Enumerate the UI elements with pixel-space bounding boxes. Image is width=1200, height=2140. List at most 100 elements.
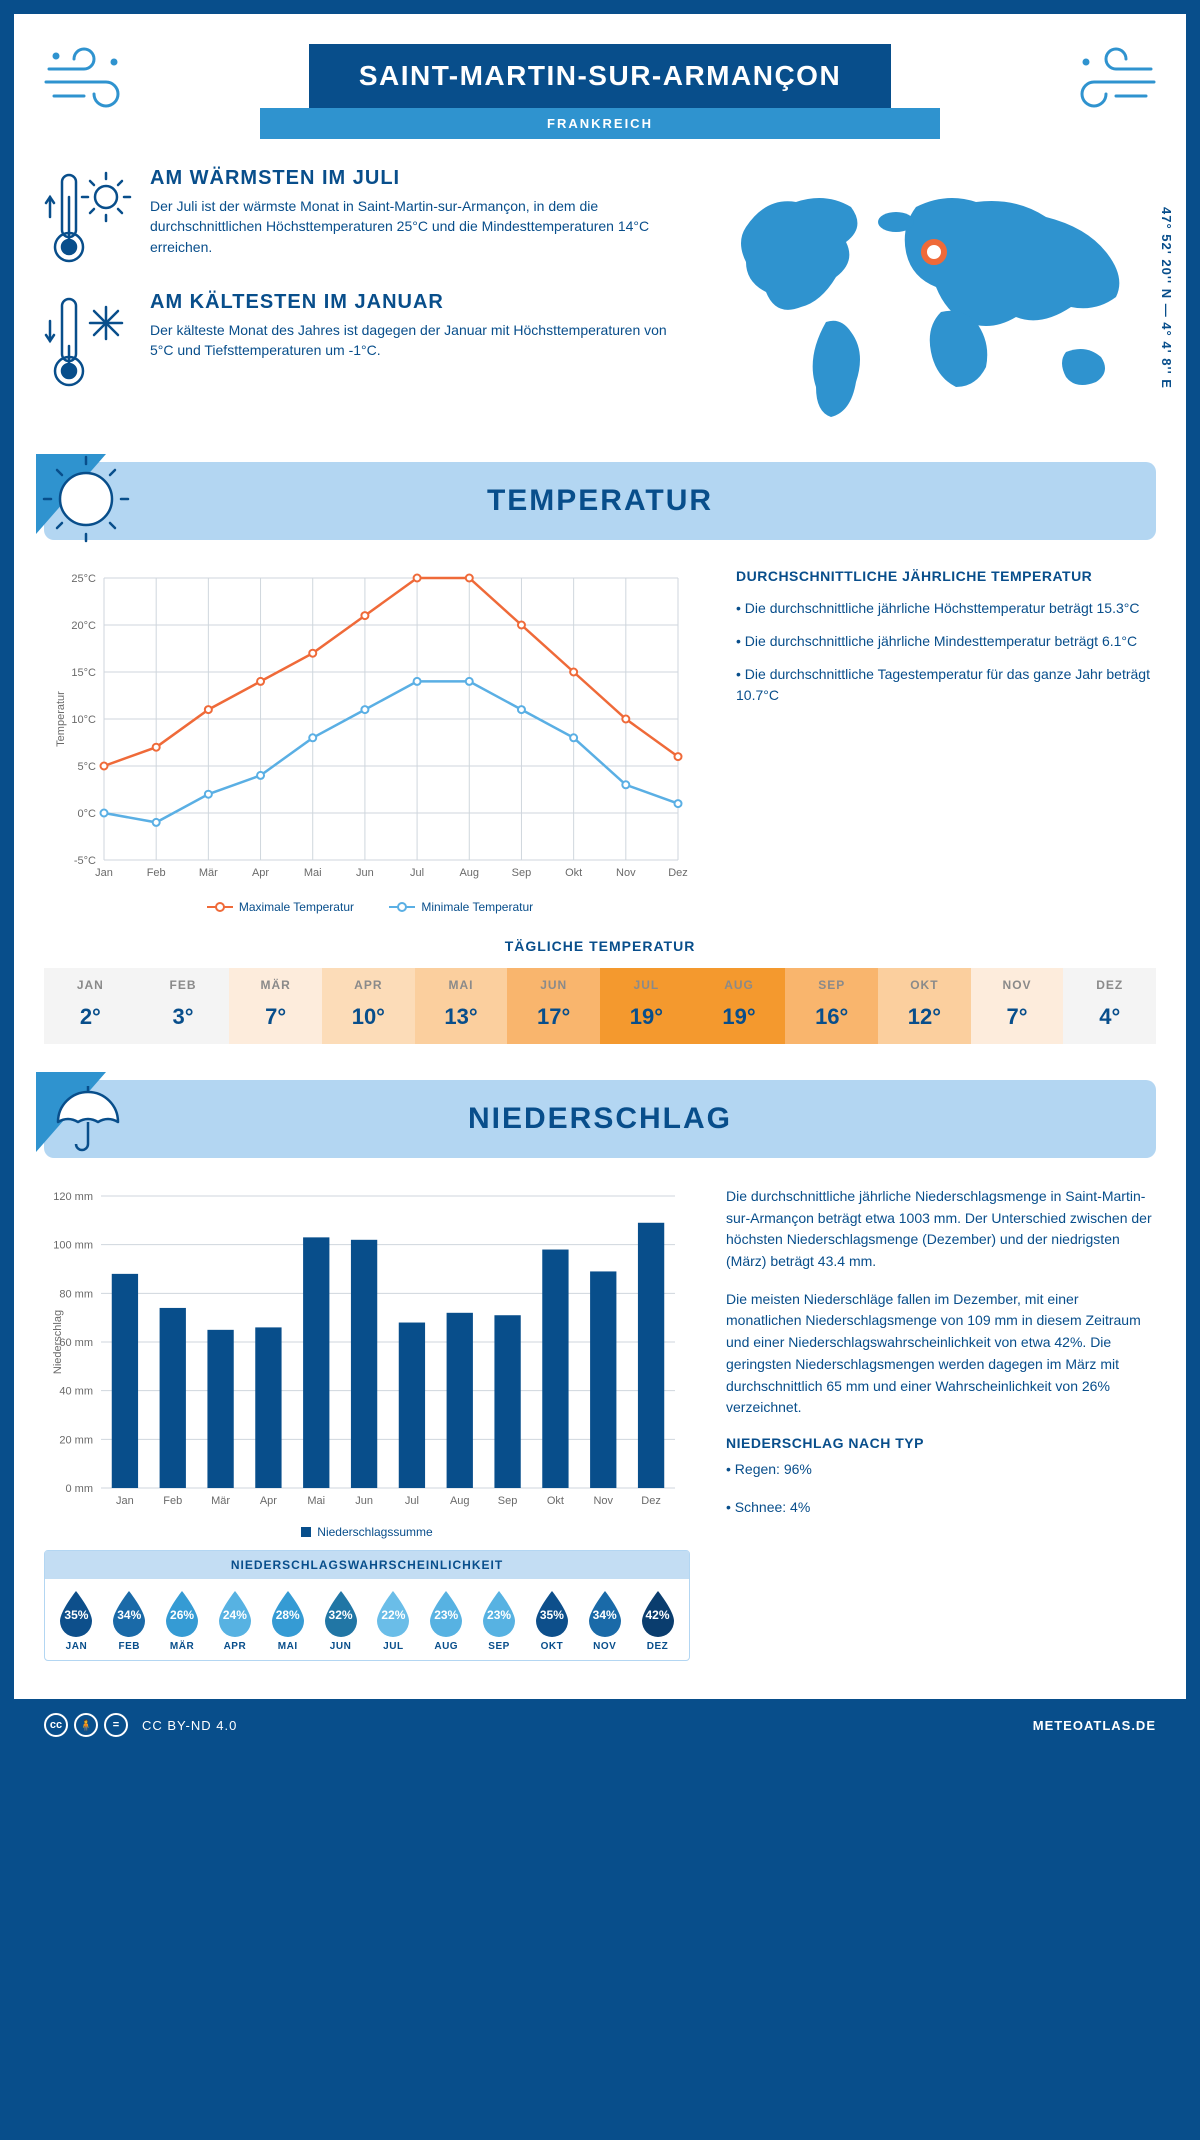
umbrella-icon: [36, 1072, 146, 1167]
warmest-fact: AM WÄRMSTEN IM JULI Der Juli ist der wär…: [44, 167, 686, 271]
svg-text:25°C: 25°C: [71, 573, 96, 585]
header: SAINT-MARTIN-SUR-ARMANÇON FRANKREICH: [44, 44, 1156, 139]
precipitation-heading: NIEDERSCHLAG: [44, 1102, 1156, 1136]
daily-temp-cell: MÄR7°: [229, 968, 322, 1044]
rain-type-title: NIEDERSCHLAG NACH TYP: [726, 1435, 1156, 1451]
temperature-legend: Maximale Temperatur Minimale Temperatur: [44, 897, 696, 914]
intro-section: AM WÄRMSTEN IM JULI Der Juli ist der wär…: [44, 167, 1156, 432]
svg-text:Dez: Dez: [668, 867, 688, 879]
svg-text:20°C: 20°C: [71, 620, 96, 632]
svg-text:120 mm: 120 mm: [53, 1191, 93, 1203]
svg-text:Mär: Mär: [199, 867, 218, 879]
thermometer-snow-icon: [44, 291, 132, 395]
country-banner: FRANKREICH: [260, 108, 940, 139]
legend-rain: Niederschlagssumme: [317, 1525, 432, 1539]
probability-drop: 28%MAI: [262, 1589, 313, 1652]
svg-text:Sep: Sep: [512, 867, 532, 879]
precipitation-info: Die durchschnittliche jährliche Niedersc…: [726, 1186, 1156, 1661]
svg-text:Okt: Okt: [547, 1495, 564, 1507]
probability-drop: 23%SEP: [474, 1589, 525, 1652]
svg-text:40 mm: 40 mm: [59, 1386, 93, 1398]
precipitation-legend: Niederschlagssumme: [44, 1525, 690, 1540]
temp-bullet-2: • Die durchschnittliche jährliche Mindes…: [736, 631, 1156, 652]
license-block: cc 🧍 = CC BY-ND 4.0: [44, 1713, 237, 1737]
temp-bullet-3: • Die durchschnittliche Tagestemperatur …: [736, 664, 1156, 706]
precipitation-probability: NIEDERSCHLAGSWAHRSCHEINLICHKEIT 35%JAN34…: [44, 1550, 690, 1661]
legend-max: Maximale Temperatur: [239, 900, 354, 914]
svg-text:-5°C: -5°C: [74, 855, 96, 867]
page: SAINT-MARTIN-SUR-ARMANÇON FRANKREICH: [0, 0, 1200, 1765]
precipitation-banner: NIEDERSCHLAG: [44, 1080, 1156, 1158]
world-map: 47° 52' 20'' N — 4° 4' 8'' E: [716, 167, 1156, 432]
svg-text:0 mm: 0 mm: [66, 1483, 94, 1495]
coldest-title: AM KÄLTESTEN IM JANUAR: [150, 291, 686, 314]
svg-text:Aug: Aug: [450, 1495, 470, 1507]
probability-drop: 34%NOV: [579, 1589, 630, 1652]
svg-text:Apr: Apr: [260, 1495, 277, 1507]
probability-drop: 32%JUN: [315, 1589, 366, 1652]
svg-text:60 mm: 60 mm: [59, 1337, 93, 1349]
svg-text:Sep: Sep: [498, 1495, 518, 1507]
daily-temp-cell: AUG19°: [693, 968, 786, 1044]
svg-text:Apr: Apr: [252, 867, 269, 879]
temp-info-title: DURCHSCHNITTLICHE JÄHRLICHE TEMPERATUR: [736, 568, 1156, 584]
brand: METEOATLAS.DE: [1033, 1718, 1156, 1733]
rain-type-snow: • Schnee: 4%: [726, 1497, 1156, 1519]
rain-para-1: Die durchschnittliche jährliche Niedersc…: [726, 1186, 1156, 1273]
wind-icon: [1046, 44, 1156, 114]
by-icon: 🧍: [74, 1713, 98, 1737]
coldest-fact: AM KÄLTESTEN IM JANUAR Der kälteste Mona…: [44, 291, 686, 395]
daily-temp-cell: DEZ4°: [1063, 968, 1156, 1044]
svg-text:15°C: 15°C: [71, 667, 96, 679]
svg-text:Okt: Okt: [565, 867, 582, 879]
svg-text:Feb: Feb: [147, 867, 166, 879]
probability-drop: 35%OKT: [526, 1589, 577, 1652]
daily-temp-cell: JUL19°: [600, 968, 693, 1044]
daily-temp-cell: MAI13°: [415, 968, 508, 1044]
svg-text:Dez: Dez: [641, 1495, 661, 1507]
svg-text:Temperatur: Temperatur: [55, 691, 67, 747]
daily-temp-cell: JAN2°: [44, 968, 137, 1044]
probability-drop: 34%FEB: [104, 1589, 155, 1652]
svg-text:Nov: Nov: [593, 1495, 613, 1507]
svg-text:Aug: Aug: [459, 867, 479, 879]
daily-temp-title: TÄGLICHE TEMPERATUR: [44, 938, 1156, 954]
daily-temp-strip: JAN2°FEB3°MÄR7°APR10°MAI13°JUN17°JUL19°A…: [44, 968, 1156, 1044]
svg-text:10°C: 10°C: [71, 714, 96, 726]
license-text: CC BY-ND 4.0: [142, 1718, 237, 1733]
temperature-chart: -5°C0°C5°C10°C15°C20°C25°CJanFebMärAprMa…: [44, 568, 696, 914]
svg-text:Jul: Jul: [405, 1495, 419, 1507]
svg-text:80 mm: 80 mm: [59, 1288, 93, 1300]
daily-temp-cell: APR10°: [322, 968, 415, 1044]
svg-text:Jan: Jan: [116, 1495, 134, 1507]
daily-temp-cell: SEP16°: [785, 968, 878, 1044]
rain-para-2: Die meisten Niederschläge fallen im Deze…: [726, 1289, 1156, 1419]
svg-text:Mai: Mai: [304, 867, 322, 879]
svg-text:Jan: Jan: [95, 867, 113, 879]
svg-text:Jun: Jun: [355, 1495, 373, 1507]
temperature-heading: TEMPERATUR: [44, 484, 1156, 518]
svg-text:100 mm: 100 mm: [53, 1240, 93, 1252]
probability-drop: 35%JAN: [51, 1589, 102, 1652]
rain-type-rain: • Regen: 96%: [726, 1459, 1156, 1481]
nd-icon: =: [104, 1713, 128, 1737]
legend-min: Minimale Temperatur: [421, 900, 533, 914]
daily-temp-cell: JUN17°: [507, 968, 600, 1044]
prob-title: NIEDERSCHLAGSWAHRSCHEINLICHKEIT: [45, 1551, 689, 1579]
probability-drop: 23%AUG: [421, 1589, 472, 1652]
coldest-text: Der kälteste Monat des Jahres ist dagege…: [150, 320, 686, 361]
warmest-text: Der Juli ist der wärmste Monat in Saint-…: [150, 196, 686, 257]
temperature-banner: TEMPERATUR: [44, 462, 1156, 540]
svg-text:Mai: Mai: [307, 1495, 325, 1507]
coordinates: 47° 52' 20'' N — 4° 4' 8'' E: [1159, 207, 1174, 389]
svg-text:20 mm: 20 mm: [59, 1434, 93, 1446]
page-title: SAINT-MARTIN-SUR-ARMANÇON: [309, 44, 891, 108]
daily-temp-cell: NOV7°: [971, 968, 1064, 1044]
probability-drop: 42%DEZ: [632, 1589, 683, 1652]
footer: cc 🧍 = CC BY-ND 4.0 METEOATLAS.DE: [14, 1699, 1186, 1751]
probability-drop: 26%MÄR: [157, 1589, 208, 1652]
temp-bullet-1: • Die durchschnittliche jährliche Höchst…: [736, 598, 1156, 619]
warmest-title: AM WÄRMSTEN IM JULI: [150, 167, 686, 190]
probability-drop: 22%JUL: [368, 1589, 419, 1652]
cc-icon: cc: [44, 1713, 68, 1737]
